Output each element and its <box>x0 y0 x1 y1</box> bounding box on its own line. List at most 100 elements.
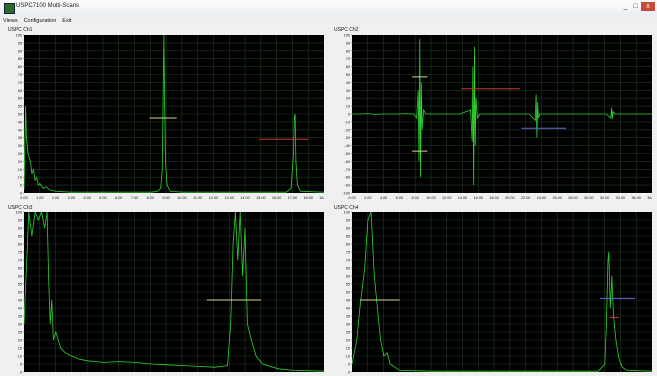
y-tick-label: 0 <box>348 113 350 117</box>
y-tick-label: 55 <box>346 283 350 287</box>
minimize-icon[interactable]: _ <box>623 3 628 10</box>
y-tick-label: 65 <box>346 267 350 271</box>
y-tick-label: 85 <box>18 57 22 61</box>
channel-1-title: USPC Ch1 <box>8 27 33 33</box>
signal-trace <box>352 212 652 372</box>
y-tick-label: 45 <box>18 120 22 124</box>
menu-bar: Views Configuration Exit <box>0 17 657 26</box>
y-tick-label: -60 <box>345 160 351 164</box>
x-tick-label: 22.00 <box>521 196 531 200</box>
y-tick-label: 5 <box>20 363 22 367</box>
x-tick-label: 0.00 <box>20 196 27 200</box>
x-tick-label: 9.00 <box>162 196 169 200</box>
y-tick-label: 35 <box>18 315 22 319</box>
x-tick-label: 6.00 <box>115 196 122 200</box>
x-tick-label: 16.00 <box>272 196 282 200</box>
y-tick-label: 95 <box>18 41 22 45</box>
y-tick-label: 30 <box>346 323 350 327</box>
x-tick-label: 17.00 <box>288 196 298 200</box>
y-tick-label: 100 <box>344 211 350 215</box>
y-tick-label: 45 <box>346 299 350 303</box>
y-tick-label: 65 <box>18 89 22 93</box>
x-tick-label: 18.00 <box>303 196 313 200</box>
y-tick-label: 50 <box>346 291 350 295</box>
y-tick-label: 20 <box>346 339 350 343</box>
y-tick-label: 10 <box>346 105 350 109</box>
y-tick-label: 15 <box>346 347 350 351</box>
y-tick-label: -50 <box>345 152 351 156</box>
y-tick-label: 15 <box>18 168 22 172</box>
y-tick-label: 25 <box>346 331 350 335</box>
y-tick-label: -70 <box>345 168 351 172</box>
y-tick-label: 80 <box>18 243 22 247</box>
x-tick-label: 3.00 <box>68 196 75 200</box>
y-tick-label: 70 <box>18 81 22 85</box>
y-tick-label: 90 <box>18 227 22 231</box>
y-tick-label: 35 <box>346 315 350 319</box>
y-tick-label: -100 <box>342 192 350 196</box>
x-tick-label: 26.00 <box>553 196 563 200</box>
menu-exit[interactable]: Exit <box>62 18 72 24</box>
y-tick-label: -30 <box>345 136 351 140</box>
x-tick-label: 2.00 <box>364 196 371 200</box>
x-tick-label: 34.00 <box>616 196 626 200</box>
y-tick-label: 70 <box>346 57 350 61</box>
maximize-icon[interactable]: □ <box>633 3 638 10</box>
y-tick-label: 15 <box>18 347 22 351</box>
y-tick-label: 85 <box>346 235 350 239</box>
y-tick-label: 95 <box>18 219 22 223</box>
channel-3-title: USPC Ch3 <box>8 205 33 211</box>
channel-2-plot[interactable] <box>352 35 652 193</box>
x-tick-label: 11.00 <box>193 196 202 200</box>
y-tick-label: 55 <box>18 105 22 109</box>
x-tick-label: 38.95 <box>647 196 652 200</box>
x-tick-label: 4.00 <box>83 196 90 200</box>
x-tick-label: 12.00 <box>442 196 452 200</box>
signal-trace <box>24 35 324 193</box>
y-tick-label: -40 <box>345 144 351 148</box>
y-tick-label: 30 <box>18 144 22 148</box>
x-tick-label: 18.00 <box>489 196 499 200</box>
x-tick-label: 20.00 <box>505 196 515 200</box>
y-tick-label: 70 <box>18 259 22 263</box>
y-tick-label: 65 <box>18 267 22 271</box>
y-tick-label: 20 <box>18 160 22 164</box>
menu-configuration[interactable]: Configuration <box>23 18 57 24</box>
close-icon[interactable]: x <box>641 2 655 11</box>
channel-1-panel: USPC Ch1 0 5 10 15 20 25 30 35 40 45 50 55 60 65 70 75 8… <box>6 27 324 205</box>
y-tick-label: 50 <box>346 73 350 77</box>
x-tick-label: 5.00 <box>99 196 106 200</box>
x-tick-label: 10.00 <box>426 196 436 200</box>
y-tick-label: 40 <box>18 128 22 132</box>
y-tick-label: 100 <box>16 211 22 215</box>
channel-4-plot[interactable] <box>352 212 652 372</box>
channel-2-panel: USPC Ch2 -100 -90 -80 -70 -60 -50 -40 -30 -20 -10… <box>332 27 652 205</box>
y-tick-label: 85 <box>18 235 22 239</box>
channel-4-panel: USPC Ch4 0 5 10 15 20 25 30 35 40 45 50 55 60 65 70 75 8… <box>332 205 652 375</box>
channel-1-plot[interactable] <box>24 35 324 193</box>
channel-3-plot[interactable] <box>24 212 324 372</box>
y-tick-label: 75 <box>18 73 22 77</box>
y-tick-label: 60 <box>18 275 22 279</box>
y-tick-label: 95 <box>346 219 350 223</box>
y-tick-label: 35 <box>18 136 22 140</box>
x-tick-label: 10.00 <box>177 196 187 200</box>
x-tick-label: 8.00 <box>411 196 418 200</box>
y-tick-label: 10 <box>346 355 350 359</box>
y-tick-label: 40 <box>346 307 350 311</box>
x-tick-label: 32.00 <box>600 196 610 200</box>
y-tick-label: -20 <box>345 128 351 132</box>
y-tick-label: -10 <box>345 120 351 124</box>
x-tick-label: 7.00 <box>131 196 138 200</box>
x-tick-label: 36.00 <box>631 196 641 200</box>
x-tick-label: 28.00 <box>568 196 578 200</box>
y-tick-label: 25 <box>18 152 22 156</box>
x-tick-label: 18.87 <box>319 196 324 200</box>
menu-views[interactable]: Views <box>3 18 18 24</box>
y-tick-label: 0 <box>20 371 22 375</box>
y-tick-label: 60 <box>346 275 350 279</box>
y-tick-label: 0 <box>20 192 22 196</box>
channel-3-panel: USPC Ch3 0 5 10 15 20 25 30 35 40 45 50 55 60 65 70 75 8… <box>6 205 324 375</box>
y-tick-label: 75 <box>18 251 22 255</box>
window-title: USPC7100 Multi-Scans <box>16 3 80 9</box>
